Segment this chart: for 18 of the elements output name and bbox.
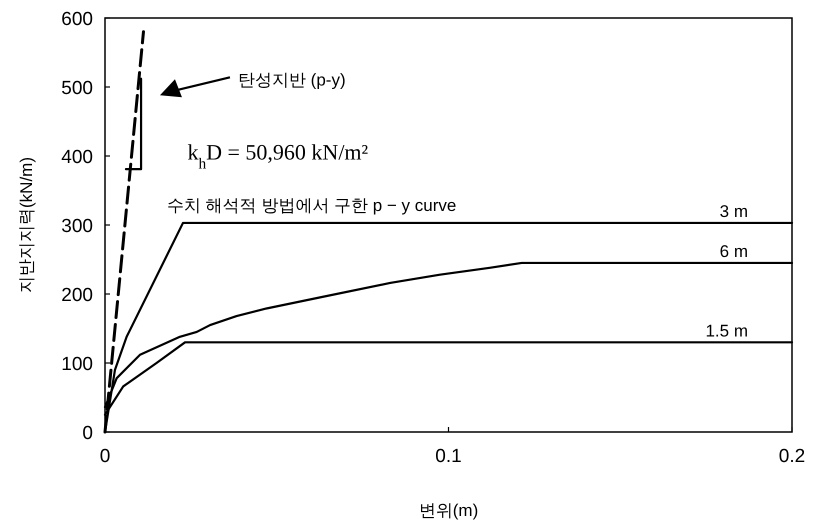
x-tick-label: 0 [100,446,110,467]
y-tick-label: 500 [61,78,93,99]
series-label: 1.5 m [705,321,748,340]
y-tick-label: 200 [61,285,93,306]
y-tick-label: 300 [61,216,93,237]
y-tick-label: 400 [61,147,93,168]
x-axis-title: 변위(m) [418,501,478,520]
x-tick-label: 0.1 [435,446,462,467]
annotation: 탄성지반 (p-y) [238,70,346,90]
series-label: 6 m [720,242,748,261]
annotation: k$_{h}$D = 50,960 kN/m² [187,139,369,172]
y-axis-title: 지반지지력(kN/m) [17,157,36,293]
x-tick-label: 0.2 [778,446,806,467]
y-tick-label: 600 [61,9,93,30]
y-tick-label: 0 [82,423,93,444]
y-tick-label: 100 [61,354,93,375]
annotation: 수치 해석적 방법에서 구한 p − y curve [166,196,456,216]
series-label: 3 m [720,202,748,221]
